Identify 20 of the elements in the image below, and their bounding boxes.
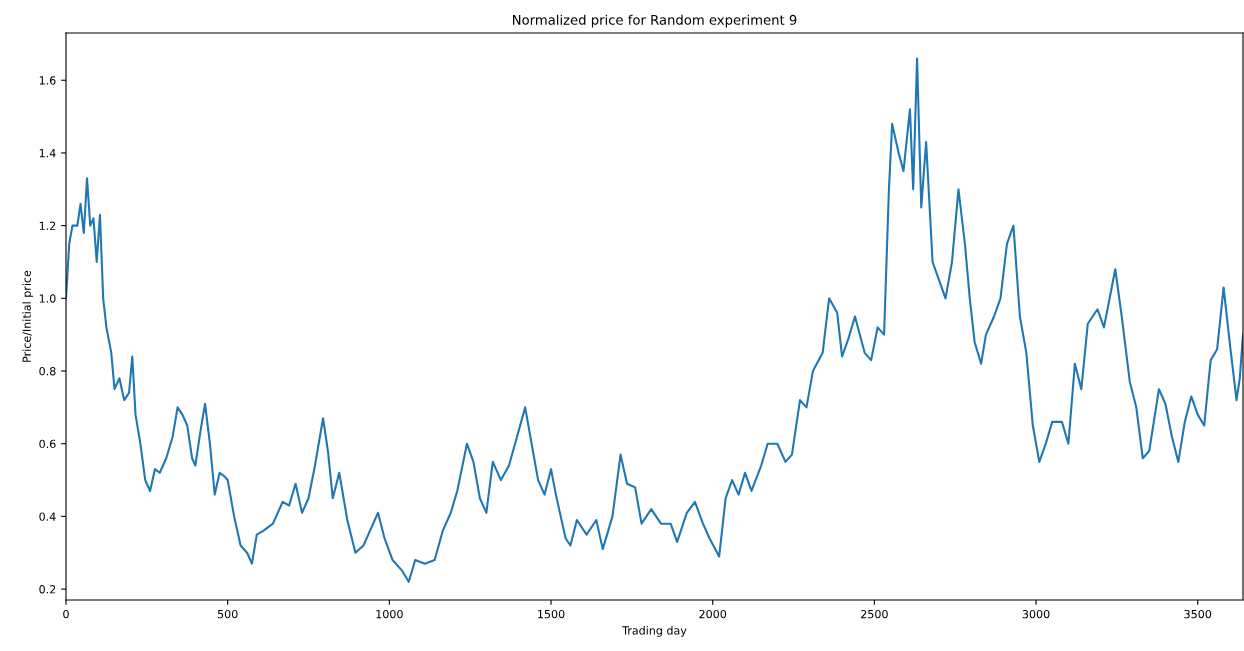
x-tick-label: 2500 — [861, 609, 888, 619]
y-tick-label: 1.6 — [39, 76, 56, 85]
x-tick-label: 0 — [63, 609, 69, 619]
y-tick-label: 0.4 — [39, 512, 56, 521]
x-tick-label: 3500 — [1184, 609, 1212, 619]
x-tick-label: 500 — [217, 609, 238, 619]
y-tick-label: 0.6 — [39, 439, 56, 449]
line-series — [66, 57, 1243, 583]
chart-title: Normalized price for Random experiment 9 — [513, 14, 797, 28]
x-tick-label: 1000 — [376, 609, 403, 619]
x-tick-label: 3000 — [1022, 609, 1050, 619]
y-tick-label: 1.4 — [39, 149, 56, 158]
x-axis-title: Trading day — [622, 626, 687, 637]
y-tick-label: 0.2 — [39, 585, 56, 594]
x-tick-label: 1500 — [538, 609, 565, 619]
y-tick-label: 1.0 — [39, 294, 56, 303]
y-tick-label: 0.8 — [39, 366, 56, 376]
x-tick-label: 2000 — [699, 609, 727, 619]
y-axis-title: Price/Initial price — [22, 270, 34, 362]
y-tick-label: 1.2 — [39, 221, 56, 230]
